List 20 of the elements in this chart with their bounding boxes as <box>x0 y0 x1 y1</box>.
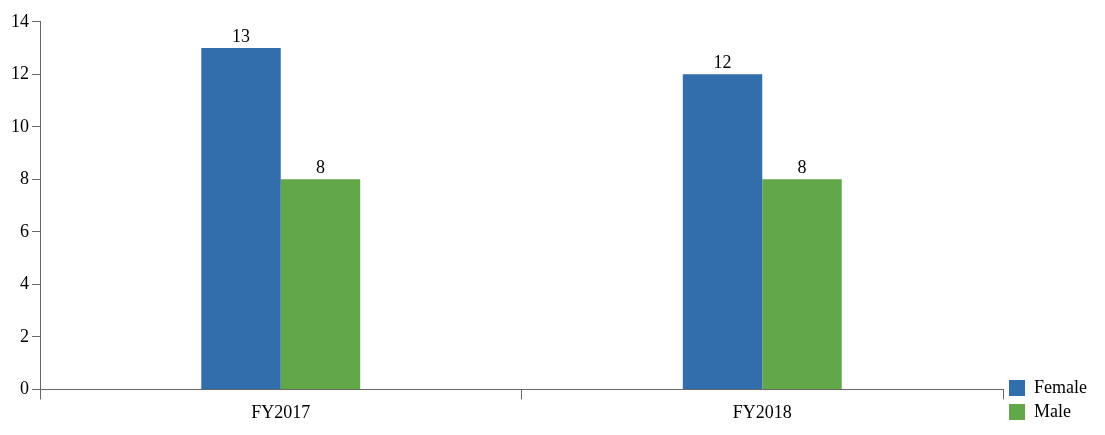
bar <box>762 179 842 389</box>
data-label: 12 <box>713 52 732 73</box>
data-label: 8 <box>315 157 325 178</box>
data-label: 8 <box>797 157 807 178</box>
y-tick-label: 14 <box>11 10 29 31</box>
bar <box>280 179 361 389</box>
legend-label: Female <box>1034 376 1088 397</box>
y-tick-label: 6 <box>20 220 29 241</box>
y-tick-label: 2 <box>20 325 29 346</box>
bar <box>682 74 763 389</box>
bar <box>201 48 281 389</box>
y-tick-label: 10 <box>11 115 29 136</box>
y-tick-label: 12 <box>11 63 29 84</box>
data-label: 13 <box>232 25 251 46</box>
x-tick-label: FY2018 <box>732 401 792 422</box>
y-tick-label: 4 <box>20 273 29 294</box>
y-tick-label: 0 <box>20 378 29 399</box>
x-tick-label: FY2017 <box>251 401 311 422</box>
y-tick-label: 8 <box>20 168 29 189</box>
legend-label: Male <box>1034 400 1072 421</box>
